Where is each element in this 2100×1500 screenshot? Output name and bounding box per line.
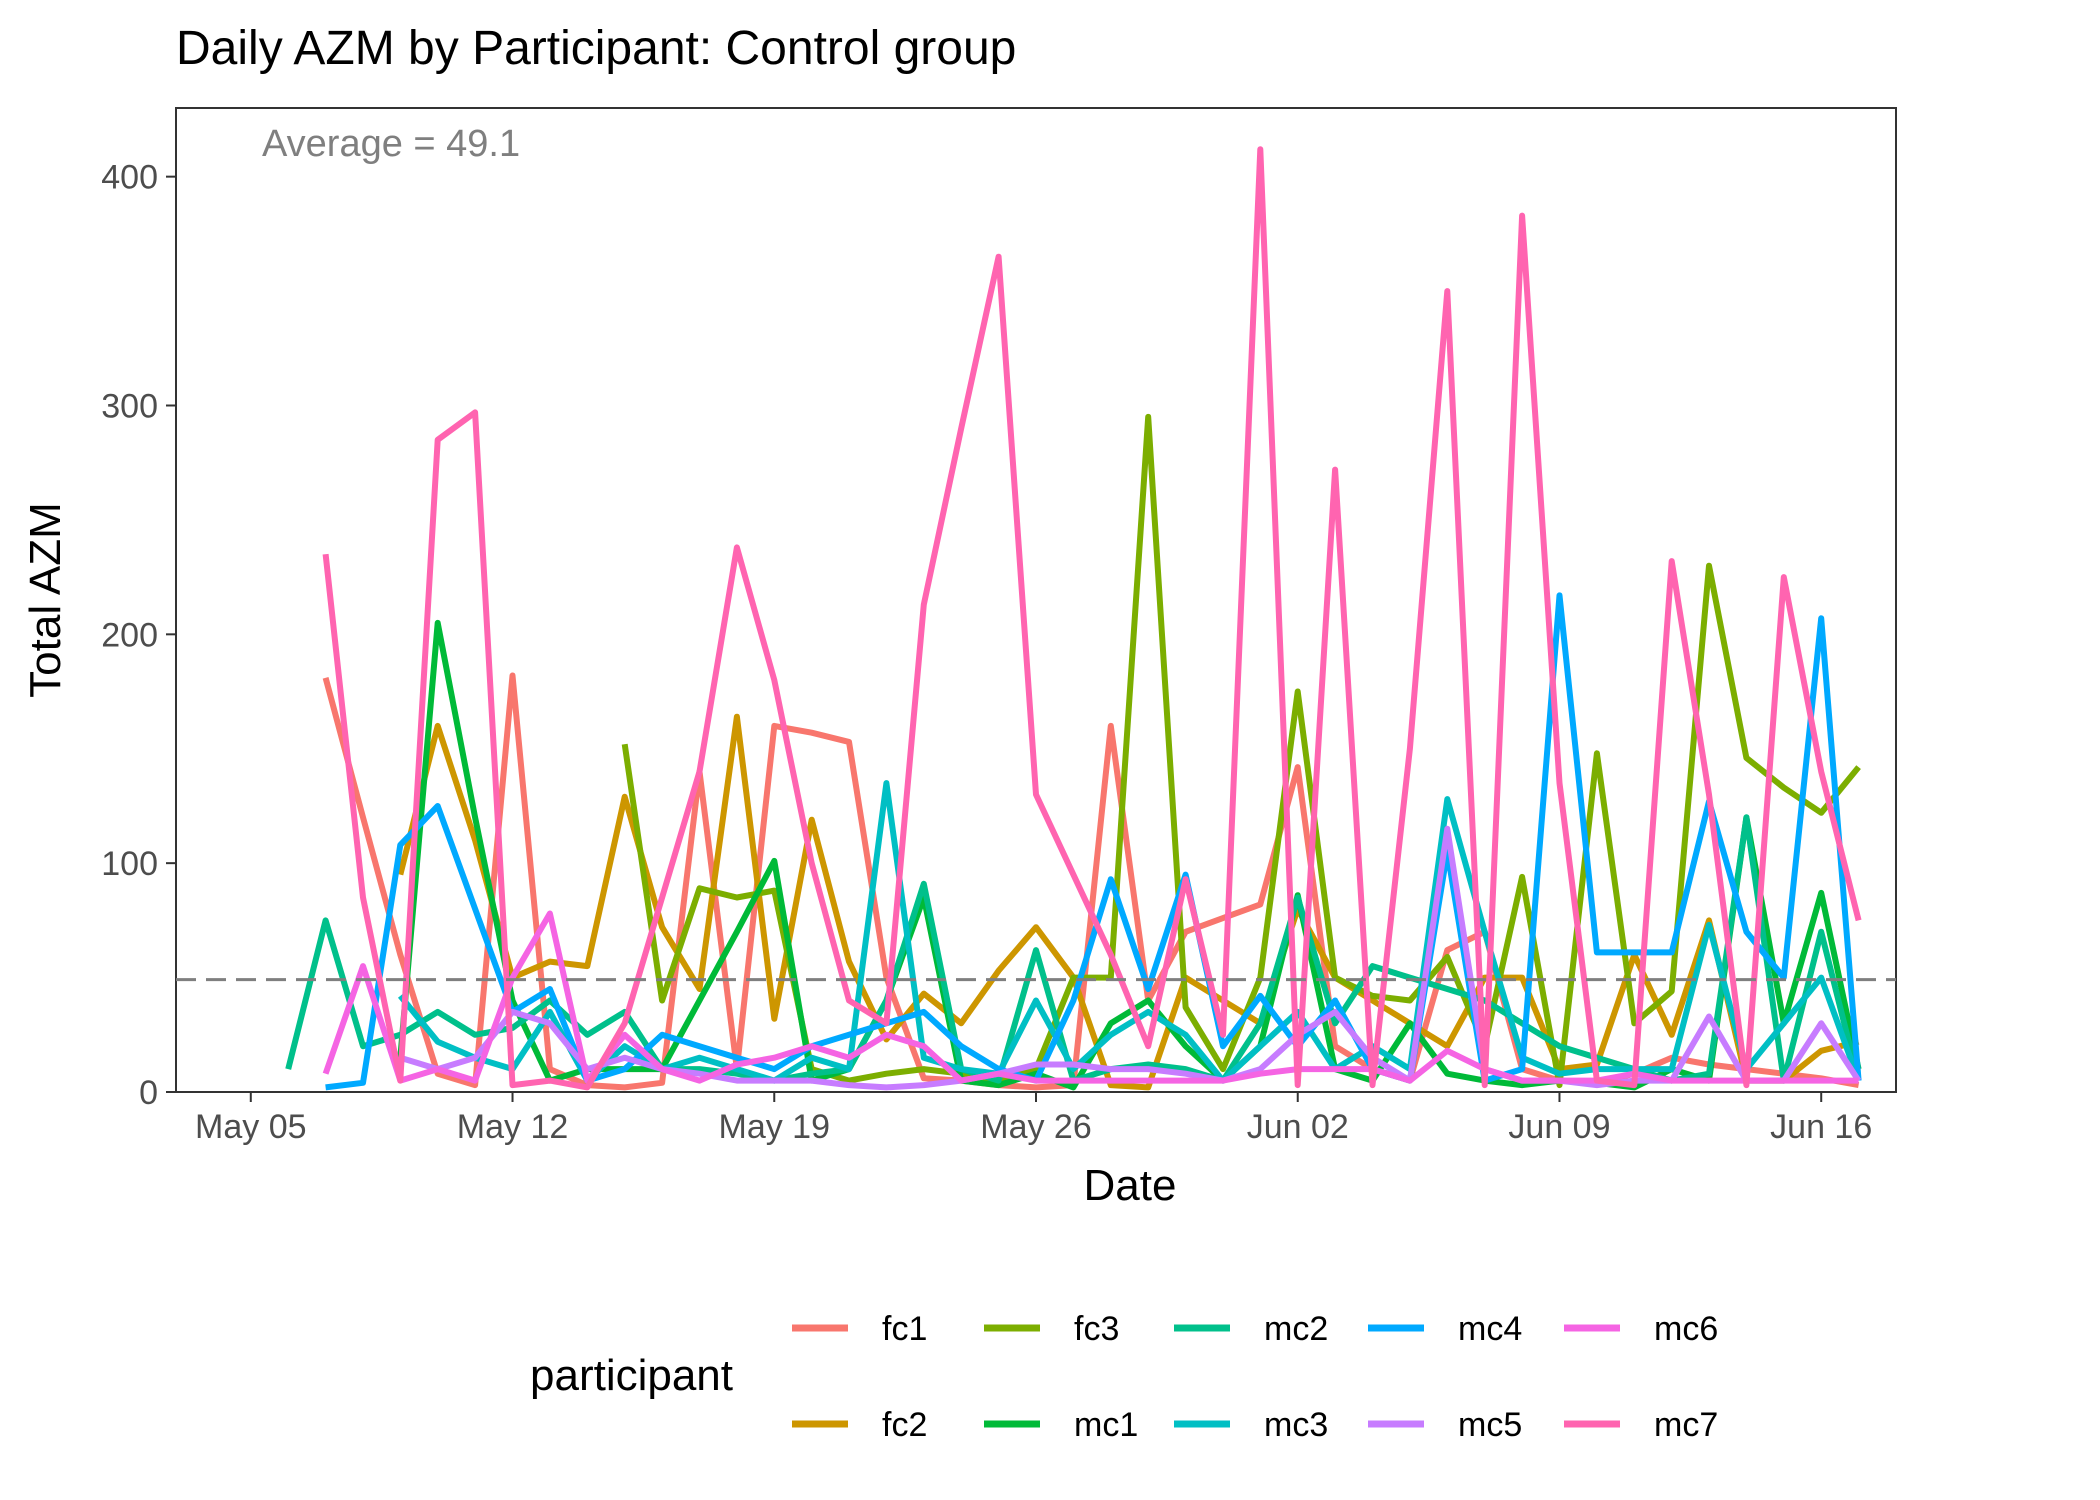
legend-label-fc1: fc1 <box>882 1310 927 1348</box>
legend-item-mc6: mc6 <box>1564 1310 1718 1348</box>
legend-label-fc3: fc3 <box>1074 1310 1119 1348</box>
series-mc7 <box>322 146 1862 1091</box>
series-layer <box>285 146 1862 1091</box>
x-tick-label: Jun 02 <box>1247 1108 1349 1146</box>
series-line-mc3 <box>397 780 1862 1084</box>
x-tick-label: Jun 09 <box>1508 1108 1610 1146</box>
x-axis-title: Date <box>1084 1161 1177 1210</box>
x-tick-label: May 19 <box>719 1108 831 1146</box>
legend: participant fc1 fc2 fc3 mc1 mc2 mc3 mc4 mc5 mc6 m… <box>530 1310 1718 1444</box>
average-annotation: Average = 49.1 <box>262 123 520 165</box>
legend-label-mc4: mc4 <box>1458 1310 1522 1348</box>
legend-item-mc7: mc7 <box>1564 1406 1718 1444</box>
legend-title: participant <box>530 1351 733 1400</box>
legend-item-mc3: mc3 <box>1174 1406 1328 1444</box>
legend-label-mc3: mc3 <box>1264 1406 1328 1444</box>
y-tick-label: 400 <box>101 159 158 197</box>
x-axis: May 05 May 12 May 19 May 26 Jun 02 Jun 09 Jun … <box>195 1092 1872 1146</box>
legend-item-mc1: mc1 <box>984 1406 1138 1444</box>
x-tick-label: May 26 <box>980 1108 1092 1146</box>
legend-item-fc2: fc2 <box>792 1406 927 1444</box>
x-tick-label: May 12 <box>457 1108 569 1146</box>
y-tick-label: 100 <box>101 845 158 883</box>
x-tick-label: May 05 <box>195 1108 307 1146</box>
y-axis-title: Total AZM <box>21 502 70 698</box>
y-tick-label: 200 <box>101 616 158 654</box>
legend-item-fc3: fc3 <box>984 1310 1119 1348</box>
legend-label-mc6: mc6 <box>1654 1310 1718 1348</box>
series-mc3 <box>397 780 1862 1084</box>
legend-label-mc2: mc2 <box>1264 1310 1328 1348</box>
legend-item-fc1: fc1 <box>792 1310 927 1348</box>
x-tick-label: Jun 16 <box>1770 1108 1872 1146</box>
legend-label-mc7: mc7 <box>1654 1406 1718 1444</box>
legend-label-mc1: mc1 <box>1074 1406 1138 1444</box>
legend-label-mc5: mc5 <box>1458 1406 1522 1444</box>
y-tick-label: 300 <box>101 387 158 425</box>
y-tick-label: 0 <box>139 1074 158 1112</box>
legend-item-mc5: mc5 <box>1368 1406 1522 1444</box>
series-line-mc7 <box>322 146 1862 1091</box>
legend-item-mc2: mc2 <box>1174 1310 1328 1348</box>
plot-panel <box>175 107 1897 1093</box>
y-axis: 0 100 200 300 400 <box>101 159 176 1112</box>
legend-item-mc4: mc4 <box>1368 1310 1522 1348</box>
legend-label-fc2: fc2 <box>882 1406 927 1444</box>
chart-title: Daily AZM by Participant: Control group <box>176 22 1016 75</box>
